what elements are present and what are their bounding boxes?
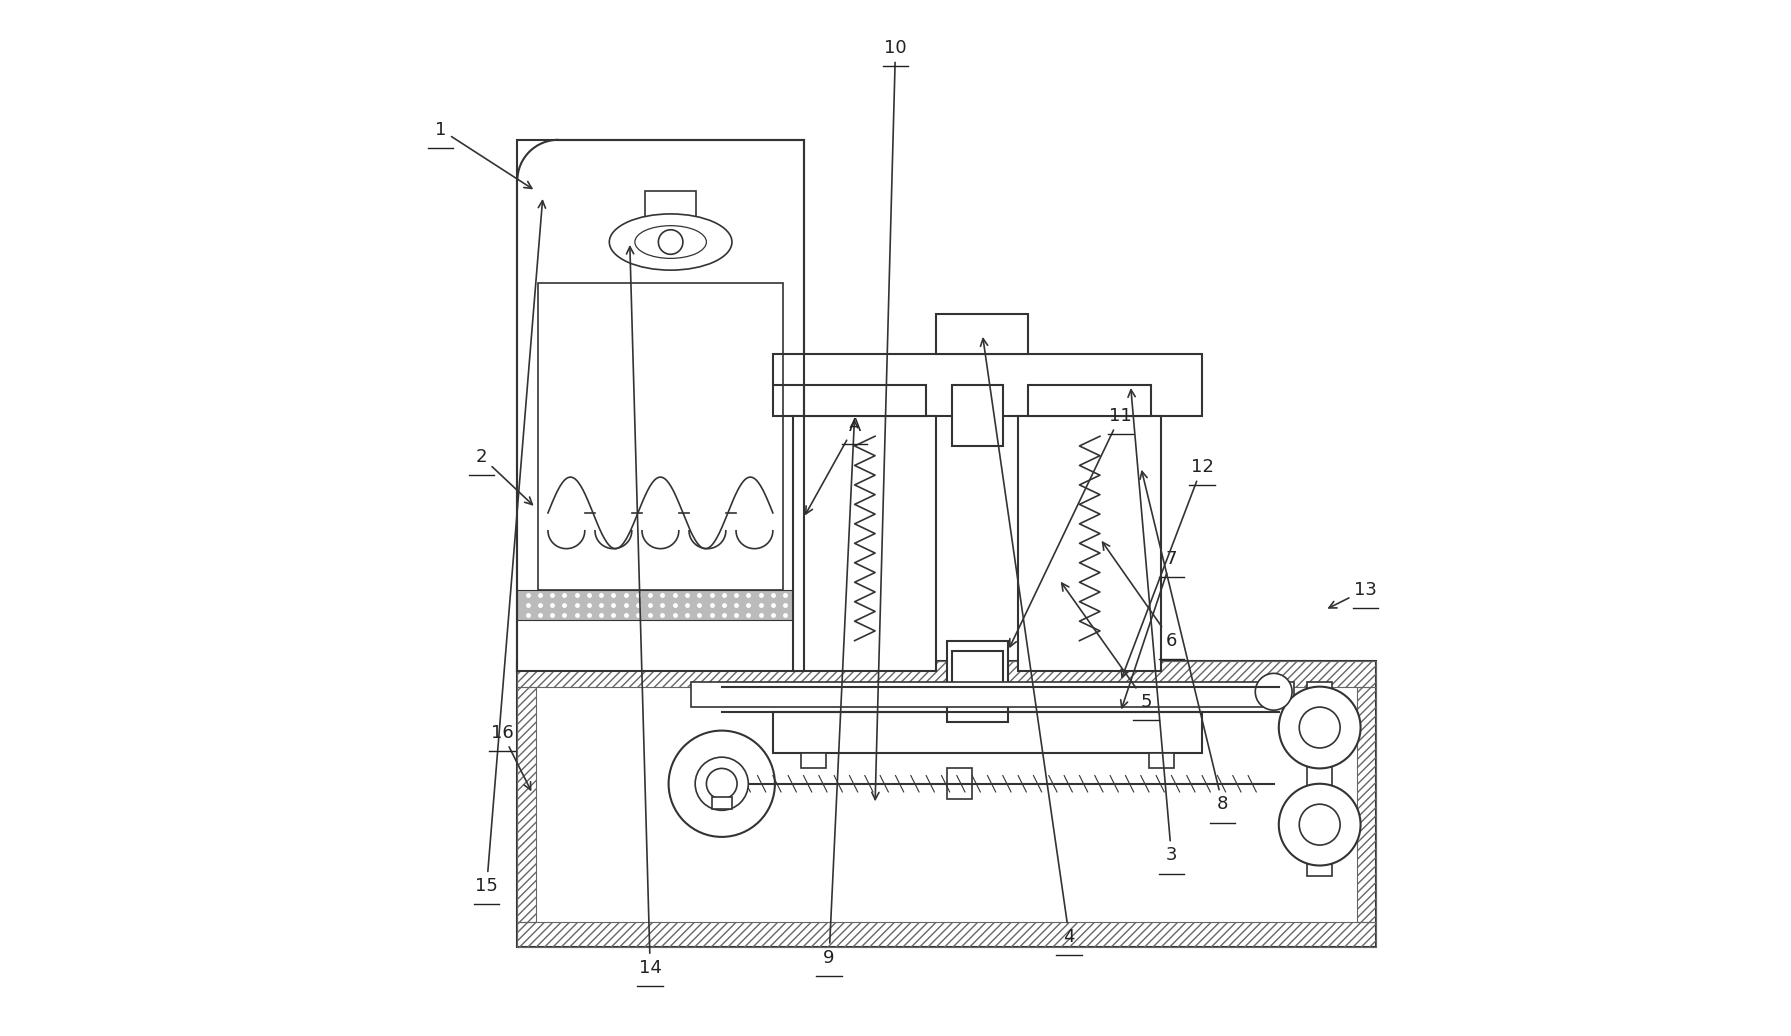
Bar [645,191,697,232]
Bar [1307,682,1333,875]
Bar [937,314,1028,354]
Text: 13: 13 [1329,580,1377,608]
Bar [1017,415,1161,671]
Bar [947,640,1008,722]
Text: 8: 8 [1141,471,1229,813]
Circle shape [1279,784,1361,865]
Text: 1: 1 [435,120,532,189]
Bar [537,283,783,589]
Bar [951,651,1003,692]
Bar [518,687,536,922]
Text: 3: 3 [1128,390,1177,864]
Bar [711,797,733,809]
Circle shape [1298,708,1340,748]
Text: 16: 16 [491,723,530,789]
Text: 10: 10 [872,38,906,800]
Ellipse shape [634,226,706,258]
Bar [518,661,1375,947]
Text: 9: 9 [824,421,858,967]
Circle shape [1279,687,1361,769]
Text: 12: 12 [1121,458,1214,678]
Text: 4: 4 [980,339,1075,946]
Bar [518,661,1375,687]
Bar [691,682,1295,708]
Bar [518,140,804,671]
Text: 6: 6 [1103,542,1177,650]
Bar [518,922,1375,947]
Text: 15: 15 [475,201,546,895]
Bar [774,712,1202,753]
Text: 2: 2 [476,448,532,505]
Circle shape [668,730,776,837]
Circle shape [695,757,749,810]
Circle shape [1298,804,1340,845]
Text: 5: 5 [1062,583,1152,711]
Bar [951,385,1003,447]
Bar [793,415,937,671]
Bar [801,753,826,769]
Circle shape [659,230,682,254]
Text: 14: 14 [627,247,661,977]
Text: 7: 7 [1121,550,1177,708]
Bar [804,385,926,415]
Text: 11: 11 [1010,407,1132,646]
Circle shape [706,769,738,799]
Bar [518,589,804,621]
Bar [947,769,973,799]
Ellipse shape [609,213,733,270]
Bar [774,354,1202,415]
Text: A: A [806,418,861,514]
Bar [1150,753,1173,769]
Circle shape [1255,673,1291,710]
Bar [1028,385,1152,415]
Bar [1358,687,1375,922]
